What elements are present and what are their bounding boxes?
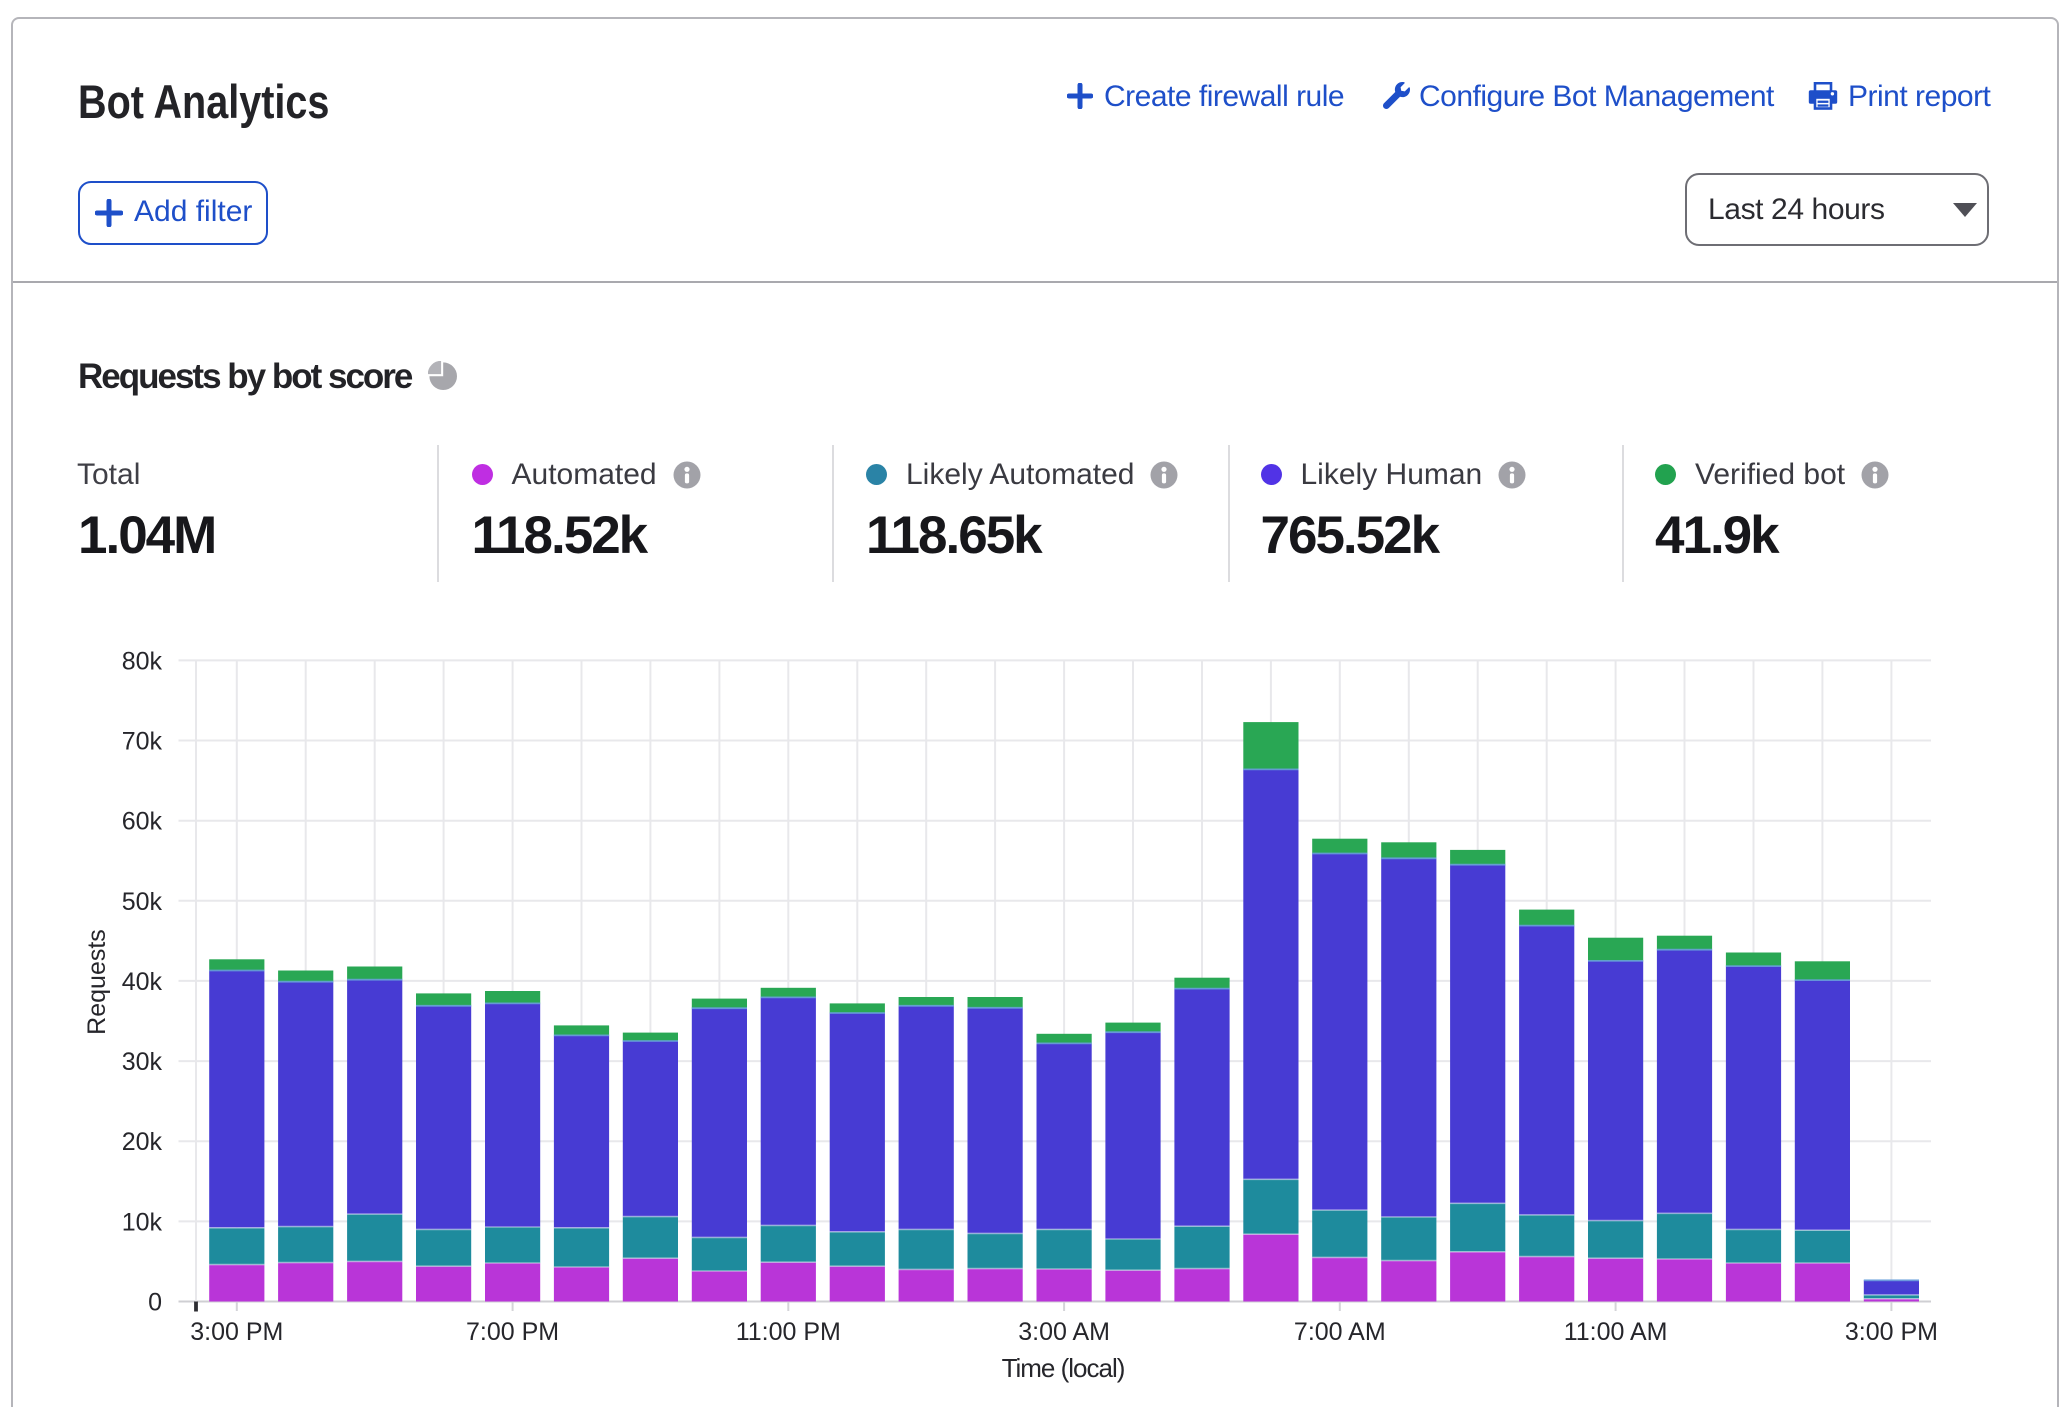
svg-text:80k: 80k [122,647,163,675]
svg-text:7:00 AM: 7:00 AM [1294,1318,1386,1346]
svg-text:3:00 PM: 3:00 PM [1845,1318,1938,1346]
svg-text:70k: 70k [122,728,163,756]
svg-text:Requests: Requests [83,929,111,1035]
svg-text:3:00 AM: 3:00 AM [1018,1318,1110,1346]
svg-text:10k: 10k [122,1208,163,1236]
svg-text:7:00 PM: 7:00 PM [466,1318,559,1346]
svg-text:11:00 PM: 11:00 PM [736,1318,841,1346]
svg-text:Time (local): Time (local) [1002,1353,1125,1383]
svg-text:3:00 PM: 3:00 PM [190,1318,283,1346]
svg-text:0: 0 [148,1289,162,1317]
svg-text:11:00 AM: 11:00 AM [1564,1318,1668,1346]
svg-text:30k: 30k [122,1048,163,1076]
svg-text:20k: 20k [122,1128,163,1156]
svg-text:50k: 50k [122,888,163,916]
svg-text:60k: 60k [122,808,163,836]
svg-text:40k: 40k [122,968,163,996]
